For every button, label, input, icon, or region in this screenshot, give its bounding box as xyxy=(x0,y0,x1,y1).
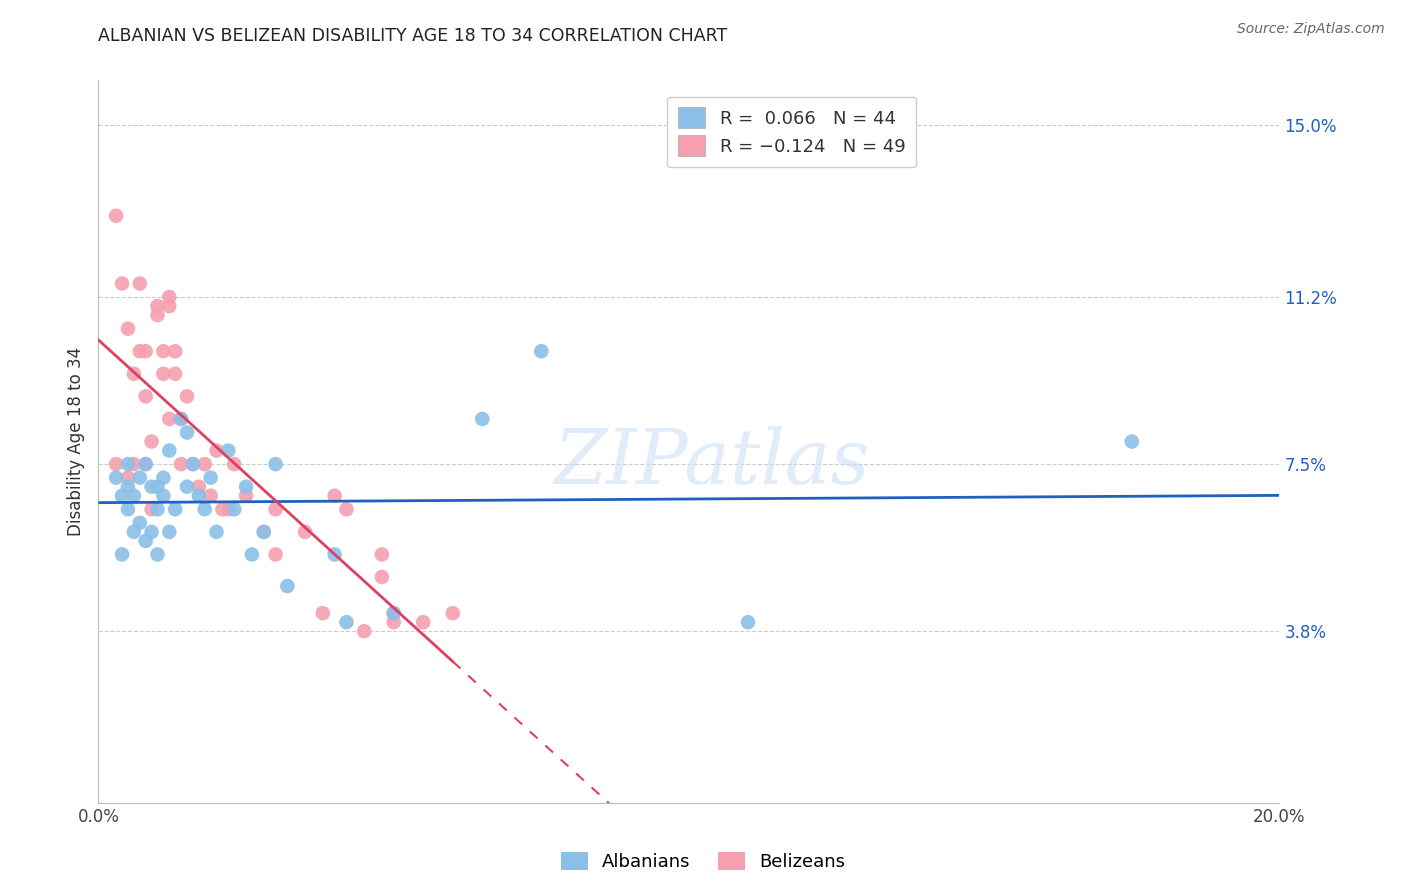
Point xyxy=(152,471,174,485)
Point xyxy=(141,434,163,449)
Point xyxy=(152,489,174,503)
Point xyxy=(157,524,180,539)
Point xyxy=(117,480,139,494)
Point xyxy=(146,308,169,322)
Point xyxy=(240,548,263,562)
Legend: R =  0.066   N = 44, R = −0.124   N = 49: R = 0.066 N = 44, R = −0.124 N = 49 xyxy=(668,96,917,167)
Point xyxy=(264,548,287,562)
Text: ZIPatlas: ZIPatlas xyxy=(554,426,870,500)
Point xyxy=(128,277,150,291)
Point xyxy=(253,524,276,539)
Point xyxy=(441,606,464,620)
Point xyxy=(146,502,169,516)
Point xyxy=(117,502,139,516)
Point xyxy=(382,606,405,620)
Point xyxy=(312,606,335,620)
Point xyxy=(335,502,357,516)
Point xyxy=(530,344,553,359)
Point xyxy=(176,389,198,403)
Point xyxy=(211,502,233,516)
Point xyxy=(165,367,187,381)
Point xyxy=(264,457,287,471)
Point xyxy=(176,480,198,494)
Point xyxy=(217,443,239,458)
Point xyxy=(111,548,134,562)
Point xyxy=(200,471,222,485)
Point xyxy=(235,489,257,503)
Point xyxy=(128,344,150,359)
Point xyxy=(335,615,357,630)
Point xyxy=(157,412,180,426)
Point xyxy=(165,344,187,359)
Point xyxy=(111,489,134,503)
Point xyxy=(152,367,174,381)
Point xyxy=(170,412,193,426)
Point xyxy=(135,389,157,403)
Point xyxy=(157,299,180,313)
Point xyxy=(141,480,163,494)
Point xyxy=(187,480,209,494)
Point xyxy=(323,489,346,503)
Point xyxy=(105,471,128,485)
Point xyxy=(165,502,187,516)
Point xyxy=(122,457,145,471)
Point xyxy=(128,471,150,485)
Point xyxy=(146,299,169,313)
Point xyxy=(146,480,169,494)
Y-axis label: Disability Age 18 to 34: Disability Age 18 to 34 xyxy=(66,347,84,536)
Legend: Albanians, Belizeans: Albanians, Belizeans xyxy=(554,845,852,879)
Point xyxy=(122,524,145,539)
Point xyxy=(146,548,169,562)
Point xyxy=(200,489,222,503)
Point xyxy=(117,321,139,335)
Point xyxy=(194,457,217,471)
Point xyxy=(224,502,246,516)
Point xyxy=(294,524,316,539)
Point xyxy=(170,412,193,426)
Point xyxy=(157,443,180,458)
Point xyxy=(176,425,198,440)
Point xyxy=(187,489,209,503)
Point xyxy=(235,480,257,494)
Point xyxy=(122,489,145,503)
Point xyxy=(224,457,246,471)
Text: Source: ZipAtlas.com: Source: ZipAtlas.com xyxy=(1237,22,1385,37)
Point xyxy=(157,290,180,304)
Point xyxy=(353,624,375,639)
Point xyxy=(111,277,134,291)
Point xyxy=(382,615,405,630)
Point xyxy=(128,516,150,530)
Point xyxy=(152,344,174,359)
Point xyxy=(141,502,163,516)
Point xyxy=(412,615,434,630)
Point xyxy=(135,457,157,471)
Point xyxy=(122,367,145,381)
Text: ALBANIAN VS BELIZEAN DISABILITY AGE 18 TO 34 CORRELATION CHART: ALBANIAN VS BELIZEAN DISABILITY AGE 18 T… xyxy=(98,27,728,45)
Point xyxy=(135,533,157,548)
Point xyxy=(323,548,346,562)
Point xyxy=(205,443,228,458)
Point xyxy=(371,548,394,562)
Point xyxy=(217,502,239,516)
Point xyxy=(205,524,228,539)
Point xyxy=(117,457,139,471)
Point xyxy=(181,457,204,471)
Point xyxy=(194,502,217,516)
Point xyxy=(141,524,163,539)
Point xyxy=(471,412,494,426)
Point xyxy=(105,457,128,471)
Point xyxy=(105,209,128,223)
Point xyxy=(135,457,157,471)
Point xyxy=(264,502,287,516)
Point xyxy=(382,606,405,620)
Point xyxy=(117,471,139,485)
Point xyxy=(253,524,276,539)
Point xyxy=(737,615,759,630)
Point xyxy=(276,579,298,593)
Point xyxy=(1121,434,1143,449)
Point xyxy=(135,344,157,359)
Point xyxy=(181,457,204,471)
Point xyxy=(170,457,193,471)
Point xyxy=(371,570,394,584)
